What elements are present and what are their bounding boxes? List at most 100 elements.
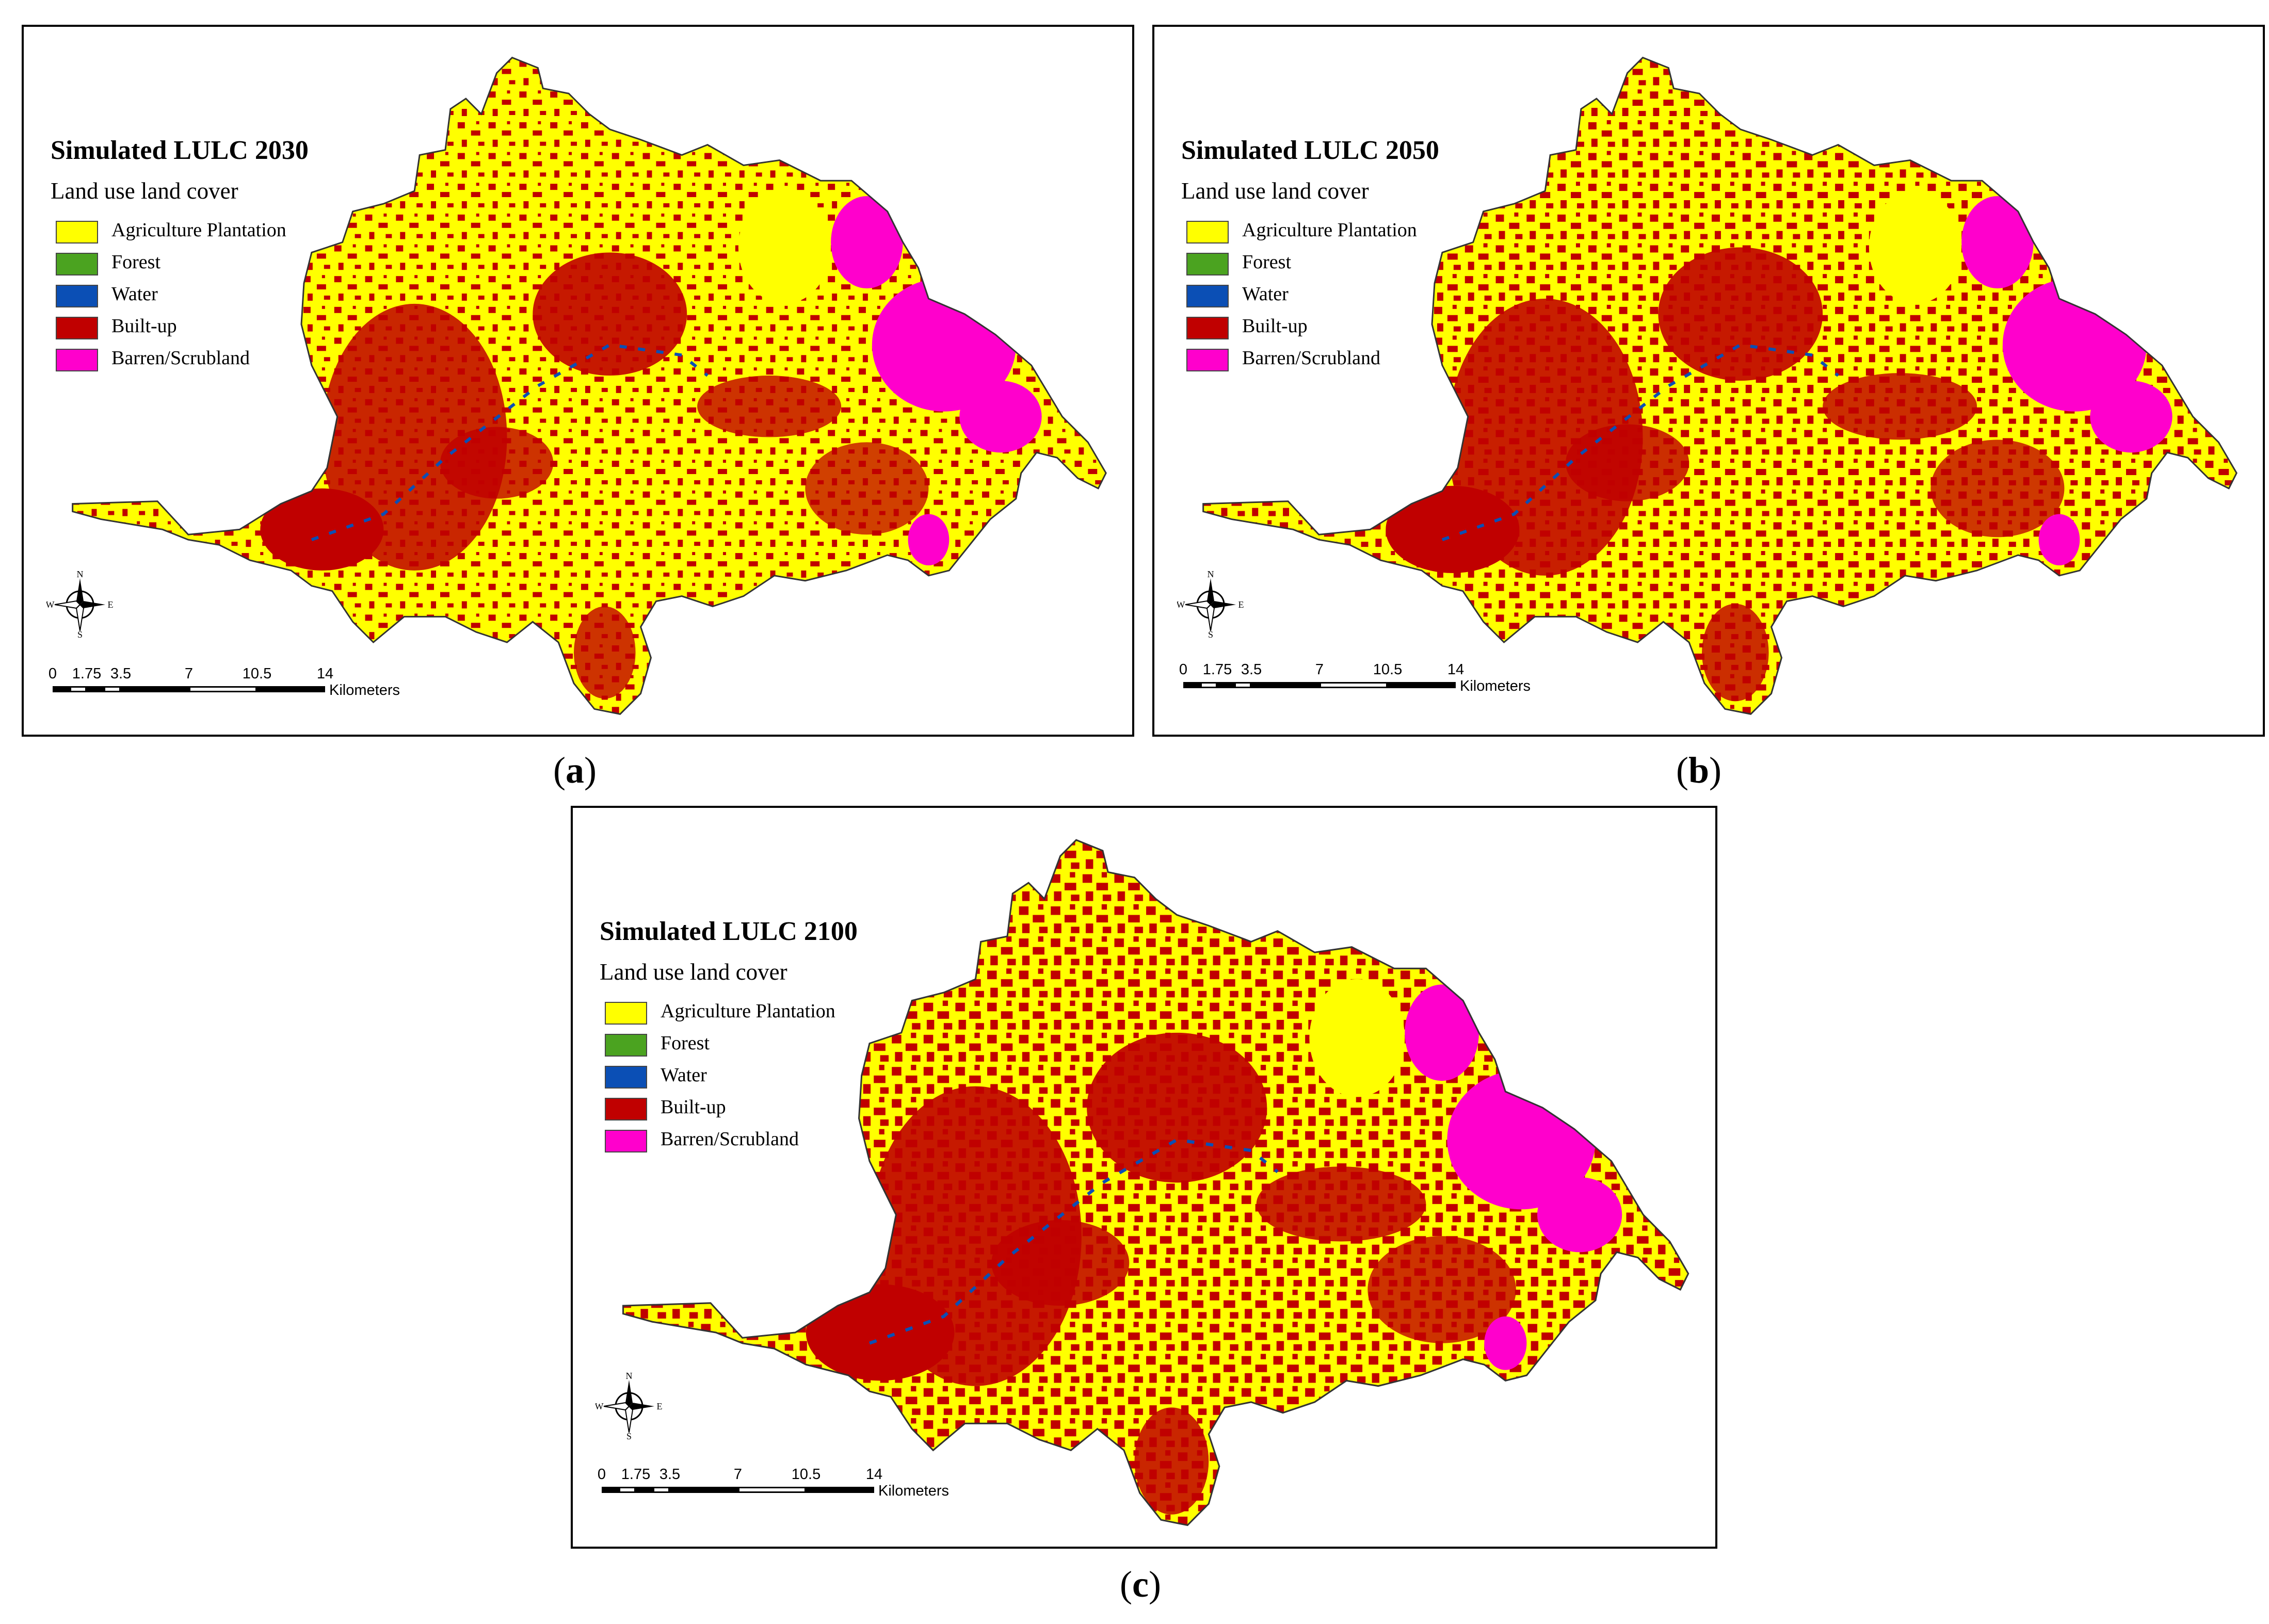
swatch-agriculture <box>605 1002 647 1025</box>
south-label: S <box>1208 629 1213 638</box>
scale-segment <box>104 686 121 692</box>
scale-segment <box>619 1487 636 1493</box>
map-title: Simulated LULC 2030 <box>51 136 309 165</box>
scale-tick: 0 <box>1179 661 1188 678</box>
lulc-map-2050 <box>1202 56 2238 715</box>
swatch-barren <box>605 1130 647 1152</box>
north-arrow-icon: N S E W <box>46 571 114 638</box>
north-arrow-icon: N S E W <box>1177 571 1244 638</box>
scale-units: Kilometers <box>878 1483 949 1499</box>
east-label: E <box>1238 599 1244 610</box>
legend-label: Water <box>661 1064 707 1086</box>
scale-bar: 0 1.75 3.5 7 10.5 14 Kilometers <box>1179 661 1575 723</box>
scale-tick: 10.5 <box>791 1466 821 1483</box>
west-label: W <box>596 1401 604 1411</box>
swatch-forest <box>605 1034 647 1057</box>
legend-label: Built-up <box>1242 315 1308 337</box>
scale-tick: 7 <box>184 665 194 682</box>
east-label: E <box>108 599 114 610</box>
caption-a: (a) <box>553 750 597 791</box>
scale-units: Kilometers <box>1460 678 1531 694</box>
legend-heading: Land use land cover <box>600 959 787 985</box>
scale-segment <box>636 1487 653 1493</box>
scale-segment <box>1319 682 1388 688</box>
scale-segment <box>1183 682 1200 688</box>
swatch-forest <box>56 253 98 275</box>
scale-tick: 7 <box>733 1466 743 1483</box>
legend-label: Forest <box>111 251 160 273</box>
lulc-map-2030 <box>72 56 1107 715</box>
scale-segment <box>87 686 104 692</box>
scale-bar: 0 1.75 3.5 7 10.5 14 Kilometers <box>49 665 445 727</box>
scale-tick: 7 <box>1315 661 1324 678</box>
scale-tick: 10.5 <box>242 665 272 682</box>
swatch-barren <box>56 349 98 371</box>
scale-tick: 1.75 <box>72 665 102 682</box>
scale-segment <box>1217 682 1234 688</box>
swatch-agriculture <box>56 221 98 243</box>
legend-label: Water <box>111 283 158 305</box>
map-title: Simulated LULC 2050 <box>1181 136 1439 165</box>
caption-letter: b <box>1688 750 1710 791</box>
scale-segment <box>1251 682 1319 688</box>
lulc-map-2100 <box>622 839 1689 1526</box>
scale-tick: 1.75 <box>1202 661 1232 678</box>
caption-b: (b) <box>1676 750 1722 791</box>
swatch-water <box>56 285 98 307</box>
legend-label: Agriculture Plantation <box>661 1000 835 1022</box>
scale-tick: 3.5 <box>659 1466 681 1483</box>
scale-segment <box>738 1487 806 1493</box>
scale-segment <box>670 1487 738 1493</box>
north-label: N <box>1208 571 1214 579</box>
scale-segment <box>1234 682 1251 688</box>
west-label: W <box>46 599 55 610</box>
map-panel-2100: Simulated LULC 2100 Land use land cover … <box>571 806 1717 1549</box>
legend-label: Water <box>1242 283 1289 305</box>
map-panel-2030: Simulated LULC 2030 Land use land cover … <box>22 25 1134 737</box>
scale-tick: 3.5 <box>1241 661 1262 678</box>
scale-units: Kilometers <box>329 682 400 699</box>
map-title: Simulated LULC 2100 <box>600 917 858 946</box>
swatch-agriculture <box>1186 221 1229 243</box>
legend-label: Forest <box>1242 251 1291 273</box>
north-label: N <box>626 1373 633 1381</box>
south-label: S <box>77 629 83 638</box>
legend-label: Forest <box>661 1032 710 1054</box>
legend-label: Barren/Scrubland <box>111 347 250 369</box>
legend-label: Built-up <box>661 1096 726 1118</box>
scale-tick: 14 <box>865 1466 883 1483</box>
swatch-forest <box>1186 253 1229 275</box>
swatch-builtup <box>605 1098 647 1120</box>
west-label: W <box>1177 599 1185 610</box>
scale-segment <box>806 1487 874 1493</box>
scale-tick: 14 <box>316 665 334 682</box>
scale-segment <box>653 1487 670 1493</box>
scale-segment <box>189 686 257 692</box>
legend-label: Agriculture Plantation <box>111 219 286 241</box>
scale-segment <box>121 686 189 692</box>
scale-tick: 1.75 <box>621 1466 651 1483</box>
swatch-water <box>605 1066 647 1089</box>
swatch-barren <box>1186 349 1229 371</box>
scale-tick: 10.5 <box>1373 661 1403 678</box>
legend-heading: Land use land cover <box>1181 178 1369 204</box>
legend-label: Built-up <box>111 315 177 337</box>
legend-label: Barren/Scrubland <box>661 1128 799 1150</box>
scale-segment <box>1388 682 1456 688</box>
scale-tick: 0 <box>597 1466 606 1483</box>
south-label: S <box>626 1431 632 1440</box>
map-panel-2050: Simulated LULC 2050 Land use land cover … <box>1152 25 2265 737</box>
caption-letter: a <box>565 750 584 791</box>
scale-segment <box>70 686 87 692</box>
scale-tick: 3.5 <box>110 665 132 682</box>
swatch-builtup <box>56 317 98 339</box>
swatch-water <box>1186 285 1229 307</box>
scale-tick: 0 <box>48 665 57 682</box>
caption-c: (c) <box>1120 1564 1161 1605</box>
scale-bar: 0 1.75 3.5 7 10.5 14 Kilometers <box>598 1466 994 1528</box>
caption-letter: c <box>1132 1564 1149 1605</box>
scale-segment <box>1200 682 1217 688</box>
scale-tick: 14 <box>1447 661 1465 678</box>
scale-segment <box>53 686 70 692</box>
north-arrow-icon: N S E W <box>596 1373 663 1440</box>
